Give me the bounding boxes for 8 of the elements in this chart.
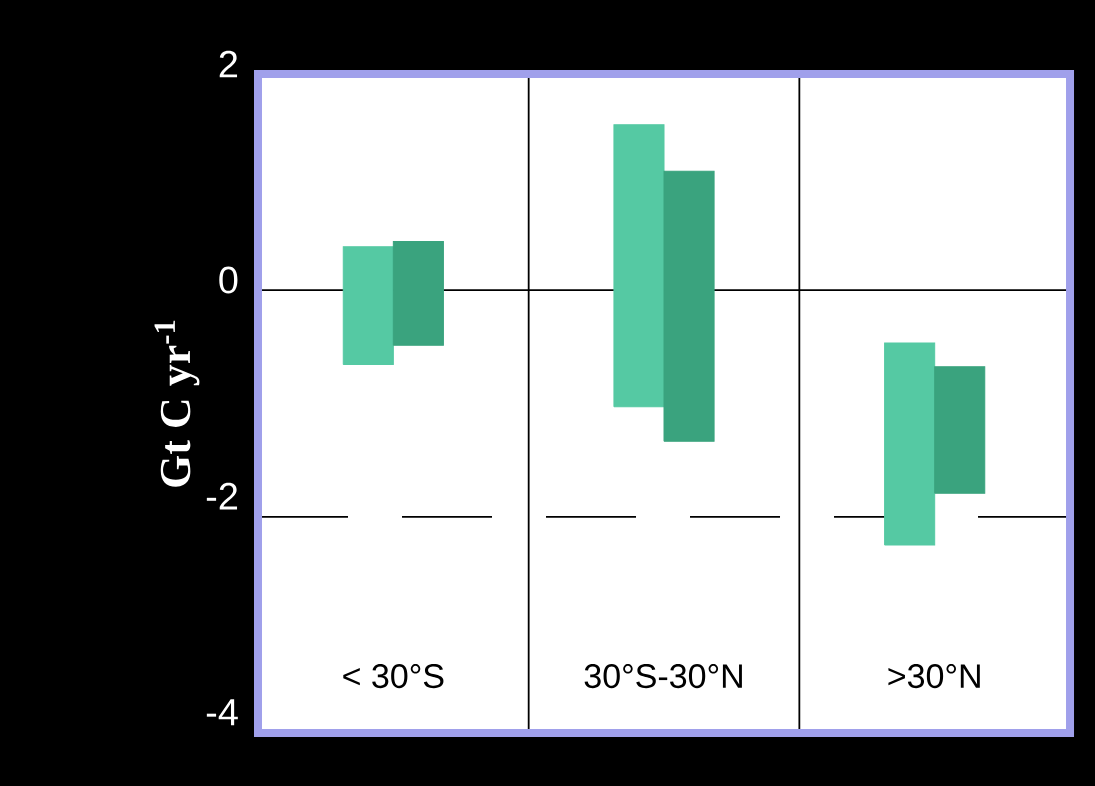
y-tick-label: -4 <box>206 699 238 726</box>
x-tick-label: < 30°S <box>343 664 444 689</box>
x-tick-label: >30°N <box>888 664 980 689</box>
y-tick-label: 0 <box>219 266 238 294</box>
y-tick-label: -2 <box>206 482 238 510</box>
y-tick-label: 2 <box>219 50 238 78</box>
y-axis-title: Gt C yr$^{-1}$ <box>154 320 200 487</box>
x-tick-label: 30°S-30°N <box>584 664 742 689</box>
